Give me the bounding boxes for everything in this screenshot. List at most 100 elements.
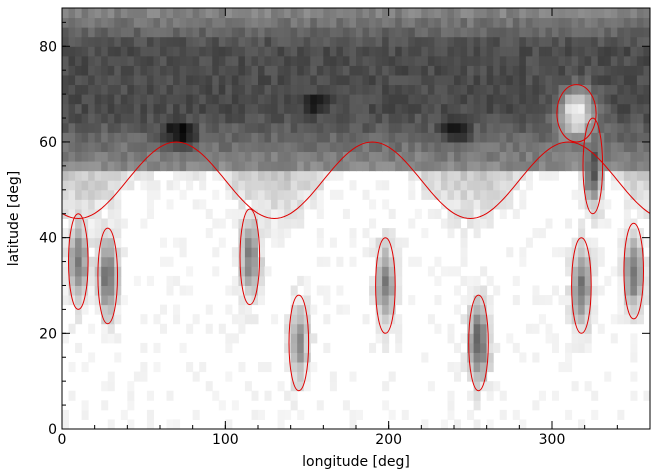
heatmap-cell xyxy=(506,141,514,153)
heatmap-cell xyxy=(388,266,396,277)
heatmap-cell xyxy=(421,84,429,95)
heatmap-cell xyxy=(342,17,350,28)
heatmap-cell xyxy=(571,285,579,296)
heatmap-cell xyxy=(225,285,233,296)
heatmap-cell xyxy=(316,8,324,19)
heatmap-cell xyxy=(630,8,638,19)
heatmap-cell xyxy=(643,266,651,277)
heatmap-cell xyxy=(434,208,442,219)
heatmap-cell xyxy=(114,256,122,267)
heatmap-cell xyxy=(75,122,83,133)
heatmap-cell xyxy=(218,74,226,86)
heatmap-cell xyxy=(382,323,390,334)
heatmap-cell xyxy=(408,84,416,95)
heatmap-cell xyxy=(329,27,337,38)
heatmap-cell xyxy=(75,199,83,210)
heatmap-cell xyxy=(395,8,403,19)
heatmap-cell xyxy=(179,189,187,200)
heatmap-cell xyxy=(120,55,128,66)
heatmap-cell xyxy=(538,141,546,153)
heatmap-cell xyxy=(238,74,246,86)
heatmap-cell xyxy=(146,55,154,66)
heatmap-cell xyxy=(636,103,644,114)
heatmap-cell xyxy=(88,228,96,239)
heatmap-cell xyxy=(342,84,350,95)
heatmap-cell xyxy=(251,170,259,181)
heatmap-cell xyxy=(264,151,272,162)
heatmap-cell xyxy=(499,46,507,57)
heatmap-cell xyxy=(401,151,409,162)
heatmap-cell xyxy=(401,132,409,143)
heatmap-cell xyxy=(434,55,442,66)
heatmap-cell xyxy=(538,170,546,181)
heatmap-cell xyxy=(597,180,605,191)
heatmap-cell xyxy=(277,74,285,86)
heatmap-cell xyxy=(571,65,579,76)
heatmap-cell xyxy=(356,103,364,114)
heatmap-cell xyxy=(480,84,488,95)
heatmap-cell xyxy=(114,74,122,86)
heatmap-cell xyxy=(597,8,605,19)
heatmap-cell xyxy=(630,237,638,248)
heatmap-cell xyxy=(591,304,599,315)
heatmap-cell xyxy=(264,180,272,191)
heatmap-cell xyxy=(499,161,507,172)
heatmap-cell xyxy=(375,323,383,334)
heatmap-cell xyxy=(630,371,638,382)
heatmap-cell xyxy=(486,65,494,76)
heatmap-cell xyxy=(480,352,488,363)
heatmap-cell xyxy=(519,84,527,95)
heatmap-cell xyxy=(493,17,501,28)
heatmap-cell xyxy=(120,46,128,57)
heatmap-cell xyxy=(610,55,618,66)
heatmap-cell xyxy=(140,84,148,95)
heatmap-cell xyxy=(107,180,115,191)
heatmap-cell xyxy=(558,84,566,95)
heatmap-cell xyxy=(480,333,488,344)
heatmap-cell xyxy=(525,103,533,114)
heatmap-cell xyxy=(591,151,599,162)
heatmap-cell xyxy=(362,141,370,153)
heatmap-cell xyxy=(545,141,553,153)
heatmap-cell xyxy=(107,103,115,114)
heatmap-cell xyxy=(297,94,305,105)
heatmap-cell xyxy=(173,55,181,66)
heatmap-cell xyxy=(480,218,488,229)
heatmap-cell xyxy=(499,208,507,219)
heatmap-cell xyxy=(382,36,390,47)
heatmap-cell xyxy=(186,323,194,334)
heatmap-cell xyxy=(408,256,416,267)
heatmap-cell xyxy=(349,180,357,191)
heatmap-cell xyxy=(88,266,96,277)
heatmap-cell xyxy=(231,103,239,114)
heatmap-cell xyxy=(467,84,475,95)
heatmap-cell xyxy=(499,94,507,105)
heatmap-cell xyxy=(329,170,337,181)
heatmap-cell xyxy=(107,65,115,76)
heatmap-cell xyxy=(447,27,455,38)
heatmap-cell xyxy=(460,256,468,267)
heatmap-cell xyxy=(127,122,135,133)
heatmap-cell xyxy=(238,132,246,143)
heatmap-cell xyxy=(140,180,148,191)
heatmap-cell xyxy=(480,27,488,38)
heatmap-cell xyxy=(329,237,337,248)
heatmap-cell xyxy=(388,285,396,296)
heatmap-cell xyxy=(486,103,494,114)
heatmap-cell xyxy=(538,151,546,162)
heatmap-cell xyxy=(434,113,442,124)
heatmap-cell xyxy=(565,17,573,28)
heatmap-cell xyxy=(62,266,70,277)
heatmap-cell xyxy=(617,170,625,181)
heatmap-cell xyxy=(610,113,618,124)
heatmap-cell xyxy=(323,103,331,114)
heatmap-cell xyxy=(552,390,560,401)
heatmap-cell xyxy=(395,275,403,286)
heatmap-cell xyxy=(630,65,638,76)
heatmap-cell xyxy=(166,113,174,124)
heatmap-cell xyxy=(545,113,553,124)
heatmap-cell xyxy=(349,17,357,28)
heatmap-cell xyxy=(290,285,298,296)
heatmap-cell xyxy=(192,199,200,210)
heatmap-cell xyxy=(571,36,579,47)
